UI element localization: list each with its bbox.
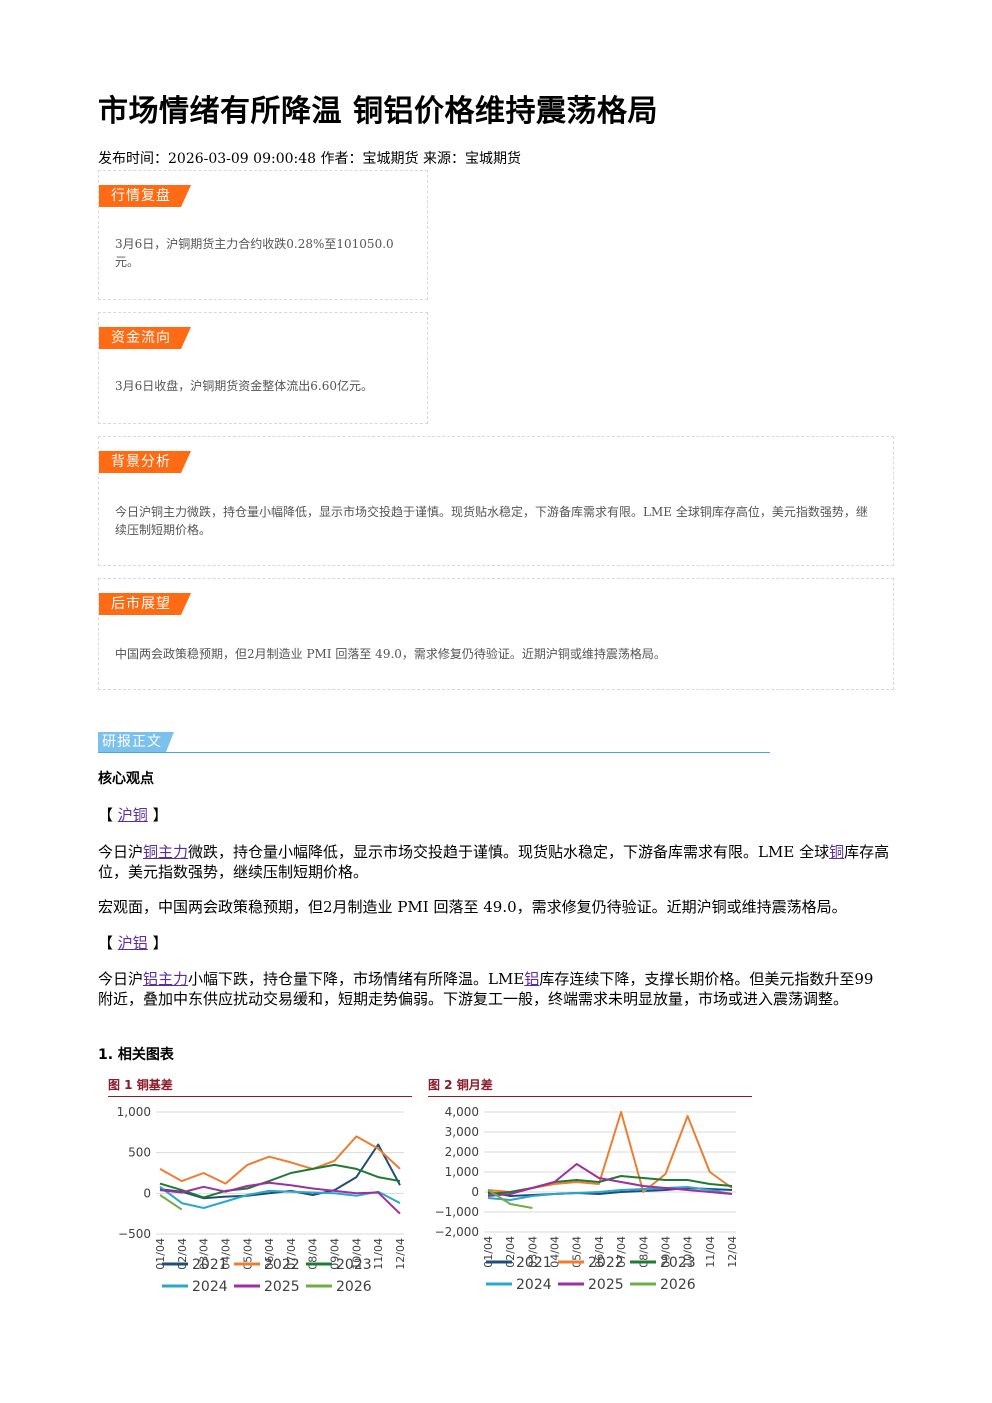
aluminum-main-link[interactable]: 铝主力 [143,970,189,988]
market-review-box: 行情复盘 3月6日，沪铜期货主力合约收跌0.28%至101050.0元。 [98,170,428,300]
aluminum-p1-c: 库存连续下降，支撑长期价格。但美元指数升至99 附近，叠加中东供应扰动交易缓和，… [98,970,874,1008]
y-tick-label: 3,000 [445,1125,479,1139]
background-box: 背景分析 今日沪铜主力微跌，持仓量小幅降低，显示市场交投趋于谨慎。现货贴水稳定，… [98,436,894,566]
x-tick-label: 12/04 [726,1236,739,1268]
capital-flow-box: 资金流向 3月6日收盘，沪铜期货资金整体流出6.60亿元。 [98,312,428,424]
y-tick-label: 0 [471,1185,479,1199]
series-line-2026 [159,1194,183,1211]
aluminum-link-2[interactable]: 铝 [524,970,540,988]
series-line-2026 [487,1189,533,1209]
y-tick-label: 0 [143,1186,151,1200]
x-tick-label: 04/04 [219,1238,232,1270]
aluminum-heading: 【 沪铝 】 [98,933,892,953]
bracket-close: 】 [152,806,168,824]
y-tick-label: 1,000 [445,1165,479,1179]
x-tick-label: 06/04 [593,1236,606,1268]
x-tick-label: 10/04 [682,1236,695,1268]
legend-label-2025: 2025 [588,1277,624,1293]
x-tick-label: 05/04 [241,1238,254,1270]
y-tick-label: 2,000 [445,1145,479,1159]
legend-label-2026: 2026 [660,1277,696,1293]
chart-2-title: 图 2 铜月差 [428,1076,752,1097]
chart-2-copper-spread: −2,000 −1,000 0 1,000 2,000 3,000 4,000 01/04 02… [435,1105,739,1293]
outlook-text: 中国两会政策稳预期，但2月制造业 PMI 回落至 49.0，需求修复仍待验证。近… [115,647,666,661]
chart-1-title: 图 1 铜基差 [108,1076,412,1097]
bracket-close: 】 [152,934,168,952]
x-tick-label: 07/04 [285,1238,298,1270]
report-body-tag: 研报正文 [98,732,174,752]
legend-label-2024: 2024 [192,1279,228,1295]
x-tick-label: 03/04 [198,1238,211,1270]
capital-flow-tag: 资金流向 [99,327,191,349]
series-line-2022 [159,1135,401,1185]
aluminum-p1-b: 小幅下跌，持仓量下降，市场情绪有所降温。LME [188,970,525,988]
x-tick-label: 08/04 [637,1236,650,1268]
y-tick-label: 4,000 [445,1105,479,1119]
copper-p1-b: 微跌，持仓量小幅降低，显示市场交投趋于谨慎。现货贴水稳定，下游备库需求有限。LM… [188,843,830,861]
y-tick-label: −500 [118,1227,151,1241]
y-tick-label: −2,000 [435,1225,479,1239]
copper-main-link[interactable]: 铜主力 [143,843,189,861]
legend-label-2023: 2023 [336,1257,372,1273]
copper-heading: 【 沪铜 】 [98,805,892,825]
market-review-tag: 行情复盘 [99,185,191,207]
legend-label-2023: 2023 [660,1255,696,1271]
bracket-open: 【 [98,934,114,952]
chart-1-copper-basis: −500 0 500 1,000 01/04 02/04 03/04 04/04 05/04 06… [117,1105,407,1295]
aluminum-paragraph-1: 今日沪铝主力小幅下跌，持仓量下降，市场情绪有所降温。LME铝库存连续下降，支撑长… [98,969,892,1009]
x-tick-label: 05/04 [571,1236,584,1268]
y-tick-label: 1,000 [117,1105,151,1119]
series-line-2025 [487,1163,733,1197]
x-tick-label: 09/04 [659,1236,672,1268]
x-tick-label: 11/04 [372,1238,385,1270]
bracket-open: 【 [98,806,114,824]
x-tick-label: 06/04 [263,1238,276,1270]
outlook-box: 后市展望 中国两会政策稳预期，但2月制造业 PMI 回落至 49.0，需求修复仍… [98,578,894,690]
background-tag: 背景分析 [99,451,191,473]
x-tick-label: 02/04 [504,1236,517,1268]
legend-label-2021: 2021 [192,1257,228,1273]
aluminum-p1-a: 今日沪 [98,970,144,988]
series-line-2024 [159,1185,401,1209]
x-tick-label: 11/04 [704,1236,717,1268]
capital-flow-text: 3月6日收盘，沪铜期货资金整体流出6.60亿元。 [115,379,373,393]
x-tick-label: 09/04 [329,1238,342,1270]
legend-label-2025: 2025 [264,1279,300,1295]
series-line-2023 [159,1163,401,1199]
legend-label-2021: 2021 [516,1255,552,1271]
report-body-header: 研报正文 [98,732,770,753]
series-line-2025 [159,1181,401,1215]
legend-label-2024: 2024 [516,1277,552,1293]
core-view-heading: 核心观点 [98,771,154,787]
publish-meta: 发布时间：2026-03-09 09:00:48 作者：宝城期货 来源：宝城期货 [98,151,521,167]
copper-link[interactable]: 沪铜 [117,806,148,824]
x-tick-label: 12/04 [394,1238,407,1270]
copper-p1-a: 今日沪 [98,843,144,861]
charts-heading: 1. 相关图表 [98,1047,174,1063]
x-tick-label: 10/04 [350,1238,363,1270]
x-tick-label: 01/04 [154,1238,167,1270]
x-tick-label: 04/04 [549,1236,562,1268]
page-title: 市场情绪有所降温 铜铝价格维持震荡格局 [98,94,658,129]
copper-link-2[interactable]: 铜 [829,843,845,861]
copper-paragraph-1: 今日沪铜主力微跌，持仓量小幅降低，显示市场交投趋于谨慎。现货贴水稳定，下游备库需… [98,842,892,882]
y-tick-label: −1,000 [435,1205,479,1219]
x-tick-label: 03/04 [526,1236,539,1268]
copper-paragraph-2: 宏观面，中国两会政策稳预期，但2月制造业 PMI 回落至 49.0，需求修复仍待… [98,898,847,916]
legend-label-2022: 2022 [588,1255,624,1271]
y-tick-label: 500 [128,1146,151,1160]
x-tick-label: 01/04 [482,1236,495,1268]
legend-label-2026: 2026 [336,1279,372,1295]
legend-label-2022: 2022 [264,1257,300,1273]
aluminum-link[interactable]: 沪铝 [117,934,148,952]
series-line-2024 [487,1186,733,1201]
x-tick-label: 08/04 [307,1238,320,1270]
copper-p1-c: 库存高位，美元指数强势，继续压制短期价格。 [98,843,890,881]
market-review-text: 3月6日，沪铜期货主力合约收跌0.28%至101050.0元。 [115,237,394,269]
background-text: 今日沪铜主力微跌，持仓量小幅降低，显示市场交投趋于谨慎。现货贴水稳定，下游备库需… [115,505,868,537]
outlook-tag: 后市展望 [99,593,191,615]
x-tick-label: 02/04 [176,1238,189,1270]
x-tick-label: 07/04 [615,1236,628,1268]
